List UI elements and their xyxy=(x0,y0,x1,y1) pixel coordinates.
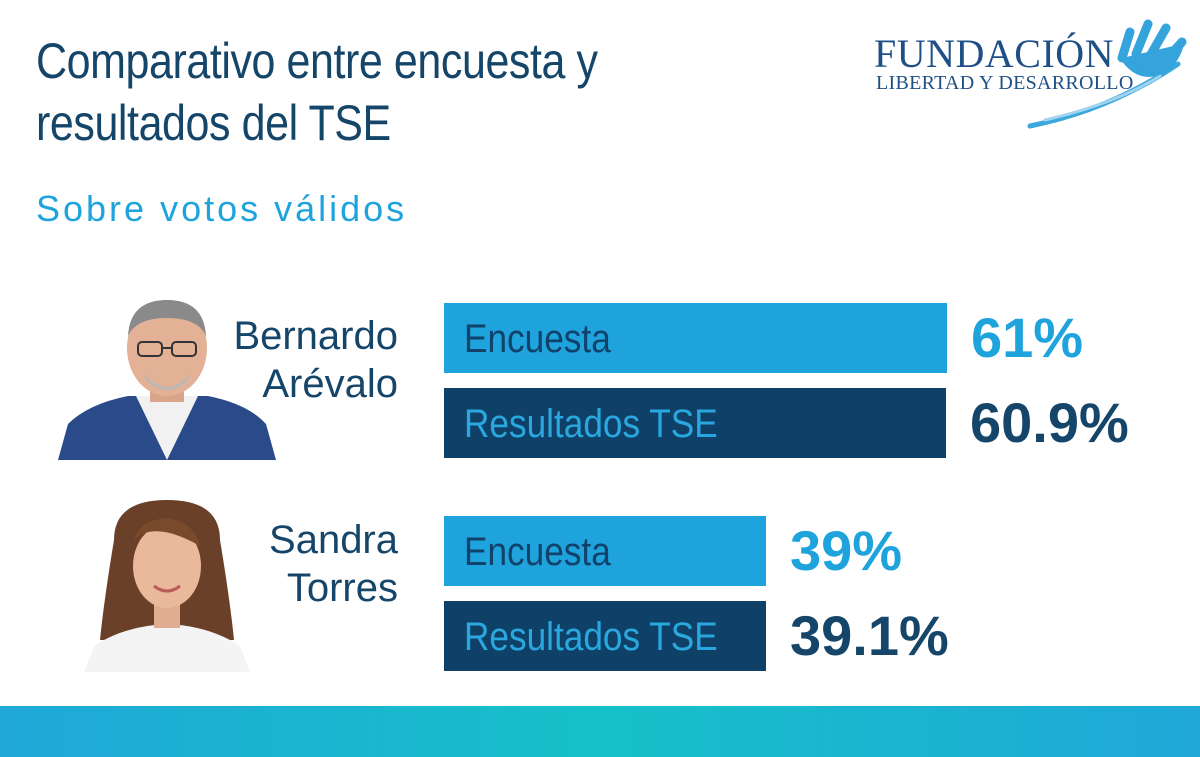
chart-title-line-1: Comparativo entre encuesta y xyxy=(36,33,598,89)
candidate-name-torres: Sandra Torres xyxy=(178,516,398,612)
candidate-name-arevalo: Bernardo Arévalo xyxy=(178,312,398,408)
logo-text-fundacion: FUNDACIÓN xyxy=(874,31,1115,76)
bar-torres-encuesta: Encuesta xyxy=(444,516,766,586)
footer-band xyxy=(0,706,1200,757)
candidate-last-name: Arévalo xyxy=(262,362,398,406)
chart-title: Comparativo entre encuesta y resultados … xyxy=(36,30,690,154)
bar-torres-resultados-tse: Resultados TSE xyxy=(444,601,766,671)
logo-text-libertad: LIBERTAD Y DESARROLLO xyxy=(876,72,1134,94)
fundacion-logo: FUNDACIÓN LIBERTAD Y DESARROLLO xyxy=(860,14,1190,134)
value-arevalo-encuesta: 61% xyxy=(971,306,1084,369)
candidate-first-name: Bernardo xyxy=(233,314,398,358)
bar-label: Encuesta xyxy=(464,530,611,574)
candidate-last-name: Torres xyxy=(286,566,398,610)
chart-title-line-2: resultados del TSE xyxy=(36,95,391,151)
candidate-first-name: Sandra xyxy=(269,518,398,562)
bar-arevalo-encuesta: Encuesta xyxy=(444,303,947,373)
value-torres-resultados-tse: 39.1% xyxy=(790,604,949,667)
logo-swoosh-icon xyxy=(1027,19,1187,129)
bar-label: Resultados TSE xyxy=(464,402,718,446)
avatar-bernardo-arevalo xyxy=(58,296,276,460)
bar-label: Encuesta xyxy=(464,317,611,361)
bar-arevalo-resultados-tse: Resultados TSE xyxy=(444,388,946,458)
chart-subtitle: Sobre votos válidos xyxy=(36,188,408,229)
bar-label: Resultados TSE xyxy=(464,615,718,659)
avatar-sandra-torres xyxy=(84,500,250,672)
value-arevalo-resultados-tse: 60.9% xyxy=(970,391,1129,454)
value-torres-encuesta: 39% xyxy=(790,519,903,582)
